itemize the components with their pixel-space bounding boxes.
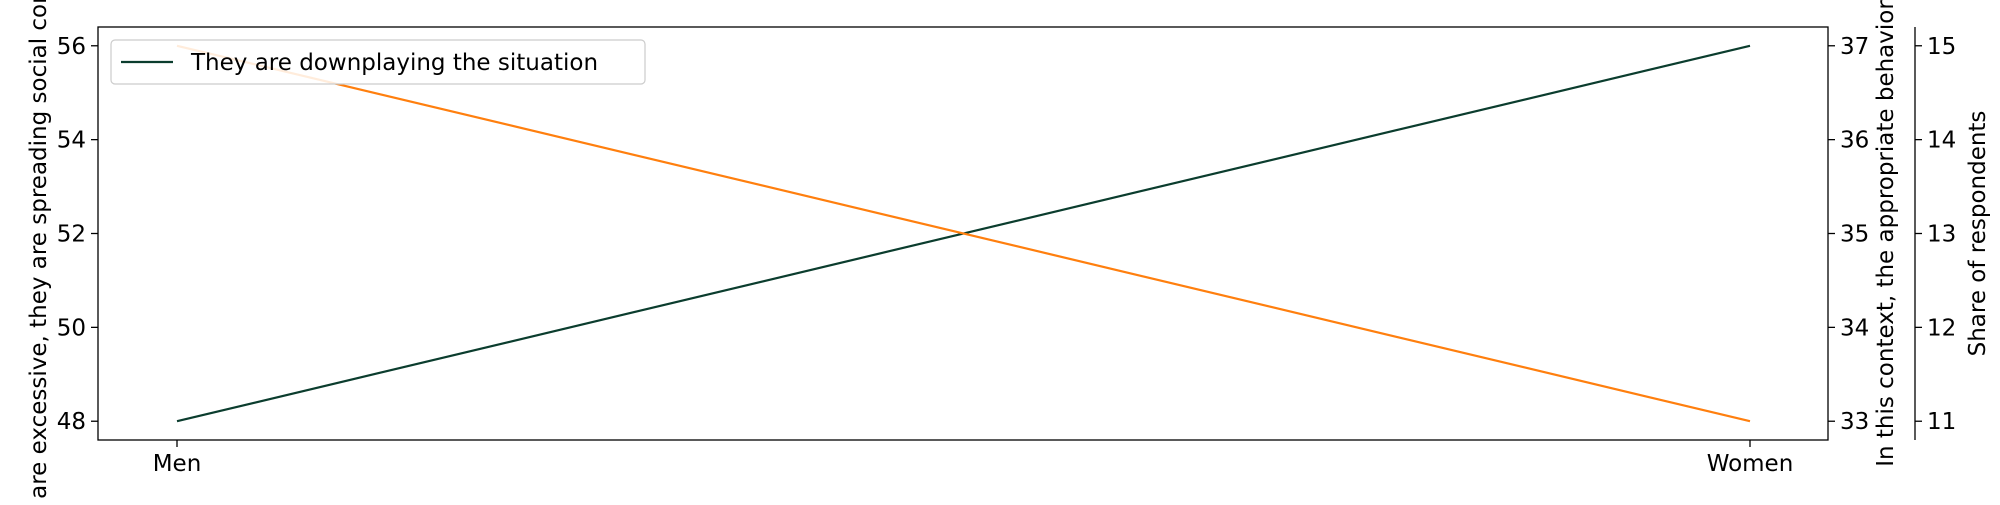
legend-label: They are downplaying the situation — [190, 50, 598, 76]
x-tick-label: Women — [1707, 451, 1794, 477]
right2-y-tick-label: 13 — [1927, 222, 1956, 248]
x-tick-label: Men — [153, 451, 202, 477]
right1-y-tick-label: 33 — [1840, 409, 1869, 435]
right1-y-tick-label: 35 — [1840, 222, 1869, 248]
right2-y-axis-title: Share of respondents — [1965, 111, 1991, 357]
right1-y-tick-label: 36 — [1840, 128, 1869, 154]
right2-y-tick-label: 15 — [1927, 34, 1956, 60]
right2-y-tick-label: 14 — [1927, 128, 1956, 154]
left-y-tick-label: 52 — [57, 222, 86, 248]
left-y-tick-label: 48 — [57, 409, 86, 435]
left-y-tick-label: 56 — [57, 34, 86, 60]
right2-y-tick-label: 12 — [1927, 315, 1956, 341]
series-line-1 — [176, 44, 1751, 423]
left-y-tick-label: 54 — [57, 128, 86, 154]
left-y-axis-title: ... are excessive, they are spreading so… — [26, 0, 52, 500]
series-layer — [176, 44, 1751, 423]
right2-y-tick-label: 11 — [1927, 409, 1956, 435]
legend: They are downplaying the situation — [110, 39, 646, 85]
left-y-tick-label: 50 — [57, 315, 86, 341]
legend-box — [110, 39, 646, 85]
right1-y-axis-title: In this context, the appropriate behavio… — [1873, 0, 1899, 467]
axes-layer: Men Women 48 50 52 54 56... are excessive, the… — [26, 0, 1991, 505]
right1-y-tick-label: 34 — [1840, 315, 1869, 341]
right1-y-tick-label: 37 — [1840, 34, 1869, 60]
